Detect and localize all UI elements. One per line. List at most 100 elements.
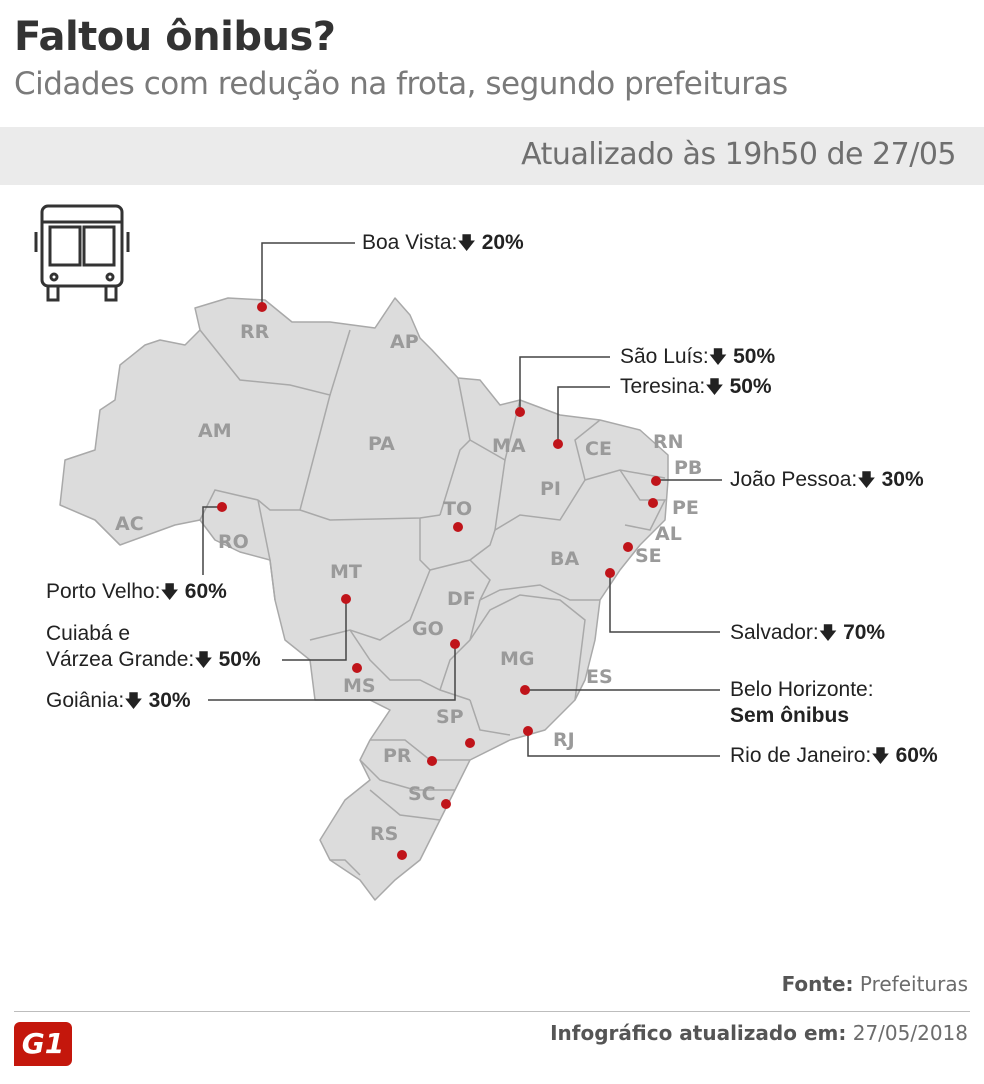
callout-sao-luis: São Luís:🡇 50% bbox=[620, 344, 775, 370]
state-label-go: GO bbox=[412, 618, 444, 640]
source-value: Prefeituras bbox=[859, 972, 968, 996]
page-title: Faltou ônibus? bbox=[14, 14, 336, 60]
footer-divider bbox=[14, 1011, 970, 1012]
down-arrow-icon: 🡇 bbox=[818, 623, 838, 643]
state-label-to: TO bbox=[443, 498, 472, 520]
city-value: 20% bbox=[481, 231, 524, 254]
state-label-pb: PB bbox=[674, 457, 702, 479]
city-dot-salvador bbox=[605, 568, 615, 578]
source-note: Fonte: Prefeituras bbox=[782, 972, 968, 996]
down-arrow-icon: 🡇 bbox=[705, 377, 724, 397]
city-dot-belo-horizonte bbox=[520, 685, 530, 695]
state-label-al: AL bbox=[655, 523, 682, 545]
page-subtitle: Cidades com redução na frota, segundo pr… bbox=[14, 66, 788, 102]
callout-belo-horizonte: Belo Horizonte: Sem ônibus bbox=[730, 677, 874, 729]
state-label-rn: RN bbox=[653, 431, 684, 453]
footer-updated-date: 27/05/2018 bbox=[852, 1021, 968, 1045]
down-arrow-icon: 🡇 bbox=[194, 650, 213, 670]
city-dot-goiania bbox=[450, 639, 460, 649]
down-arrow-icon: 🡇 bbox=[871, 746, 890, 766]
city-value: 50% bbox=[729, 375, 772, 398]
city-dot-sao-paulo bbox=[465, 738, 475, 748]
state-label-mt: MT bbox=[330, 561, 362, 583]
city-dot-palmas bbox=[453, 522, 463, 532]
state-borders bbox=[94, 329, 667, 876]
down-arrow-icon: 🡇 bbox=[124, 691, 143, 711]
down-arrow-icon: 🡇 bbox=[457, 233, 476, 253]
city-value: 50% bbox=[733, 345, 776, 368]
city-dot-cuiaba bbox=[341, 594, 351, 604]
state-label-ro: RO bbox=[218, 531, 249, 553]
state-label-ap: AP bbox=[390, 331, 419, 353]
state-label-ac: AC bbox=[115, 513, 144, 535]
city-name-line-2: Várzea Grande: bbox=[46, 648, 195, 671]
city-dot-florianopolis bbox=[441, 799, 451, 809]
city-dot-campo-grande bbox=[352, 663, 362, 673]
state-labels: RR AP AM PA MA CE RN PB PE AL SE PI AC R… bbox=[115, 321, 702, 845]
state-label-se: SE bbox=[635, 545, 662, 567]
callout-cuiaba: Cuiabá e Várzea Grande:🡇 50% bbox=[46, 621, 261, 673]
callout-porto-velho: Porto Velho:🡇 60% bbox=[46, 579, 227, 605]
city-dot-joao-pessoa bbox=[651, 476, 661, 486]
down-arrow-icon: 🡇 bbox=[160, 582, 179, 602]
city-value: 30% bbox=[148, 689, 191, 712]
city-dot-rio bbox=[523, 726, 533, 736]
city-name: Goiânia: bbox=[46, 689, 125, 712]
city-name: Belo Horizonte: bbox=[730, 678, 874, 701]
state-label-pr: PR bbox=[383, 745, 412, 767]
city-name: Teresina: bbox=[620, 375, 706, 398]
city-dot-curitiba bbox=[427, 756, 437, 766]
update-bar: Atualizado às 19h50 de 27/05 bbox=[0, 127, 984, 185]
footer-updated-label: Infográfico atualizado em: bbox=[550, 1021, 847, 1045]
city-dot-teresina bbox=[553, 439, 563, 449]
callout-joao-pessoa: João Pessoa:🡇 30% bbox=[730, 467, 924, 493]
city-value: 60% bbox=[895, 744, 938, 767]
callout-goiania: Goiânia:🡇 30% bbox=[46, 688, 191, 714]
state-label-sc: SC bbox=[408, 783, 436, 805]
city-value: 50% bbox=[218, 648, 261, 671]
state-label-ma: MA bbox=[492, 435, 526, 457]
brazil-map: RR AP AM PA MA CE RN PB PE AL SE PI AC R… bbox=[34, 204, 722, 901]
leader-lines bbox=[202, 242, 722, 757]
city-dot-porto-velho bbox=[217, 502, 227, 512]
city-name: Cuiabá e bbox=[46, 622, 131, 645]
city-value: Sem ônibus bbox=[730, 704, 850, 727]
state-label-ce: CE bbox=[585, 438, 612, 460]
state-label-pa: PA bbox=[368, 433, 395, 455]
city-name: João Pessoa: bbox=[730, 468, 858, 491]
state-label-am: AM bbox=[198, 420, 232, 442]
update-timestamp: Atualizado às 19h50 de 27/05 bbox=[521, 137, 956, 172]
city-dot-sao-luis bbox=[515, 407, 525, 417]
callout-rio-de-janeiro: Rio de Janeiro:🡇 60% bbox=[730, 743, 938, 769]
city-value: 70% bbox=[843, 621, 886, 644]
state-label-es: ES bbox=[586, 666, 613, 688]
down-arrow-icon: 🡇 bbox=[857, 470, 876, 490]
city-name: Porto Velho: bbox=[46, 580, 161, 603]
state-label-rs: RS bbox=[370, 823, 398, 845]
city-name: São Luís: bbox=[620, 345, 709, 368]
city-value: 60% bbox=[184, 580, 227, 603]
city-name: Boa Vista: bbox=[362, 231, 458, 254]
city-name: Rio de Janeiro: bbox=[730, 744, 872, 767]
state-label-ms: MS bbox=[343, 675, 376, 697]
state-label-rj: RJ bbox=[553, 729, 575, 751]
state-label-pi: PI bbox=[540, 478, 561, 500]
footer-updated: Infográfico atualizado em: 27/05/2018 bbox=[550, 1021, 968, 1045]
state-label-pe: PE bbox=[672, 497, 699, 519]
city-dot-natal-area bbox=[648, 498, 658, 508]
callout-teresina: Teresina:🡇 50% bbox=[620, 374, 772, 400]
state-label-ba: BA bbox=[550, 548, 579, 570]
g1-logo: G1 bbox=[14, 1022, 72, 1066]
source-label: Fonte: bbox=[781, 972, 854, 996]
city-dot-boa-vista bbox=[257, 302, 267, 312]
city-value: 30% bbox=[881, 468, 924, 491]
city-dots bbox=[217, 302, 661, 860]
city-dot-aracaju bbox=[623, 542, 633, 552]
state-label-mg: MG bbox=[500, 648, 535, 670]
callout-salvador: Salvador:🡇 70% bbox=[730, 620, 885, 646]
down-arrow-icon: 🡇 bbox=[708, 347, 728, 367]
callout-boa-vista: Boa Vista:🡇 20% bbox=[362, 230, 524, 256]
bus-icon bbox=[34, 204, 130, 302]
state-label-rr: RR bbox=[240, 321, 270, 343]
city-dot-porto-alegre bbox=[397, 850, 407, 860]
